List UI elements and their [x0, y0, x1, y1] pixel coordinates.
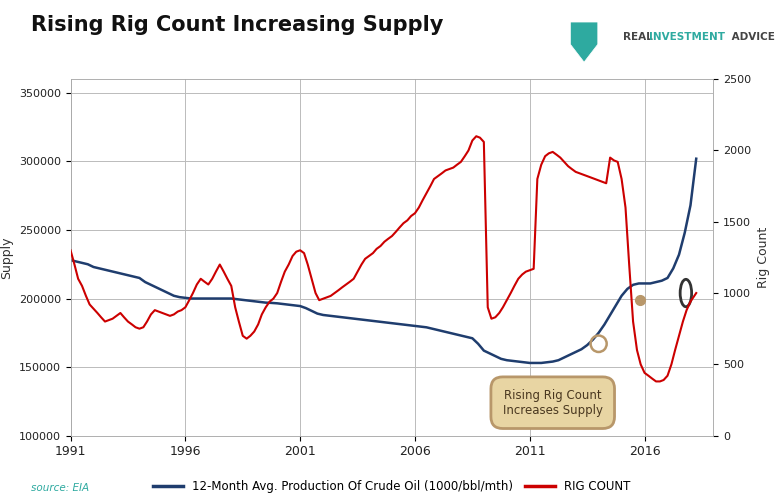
Text: source: EIA: source: EIA	[31, 483, 89, 493]
Text: ⋯: ⋯	[579, 36, 590, 46]
Text: Rising Rig Count
Increases Supply: Rising Rig Count Increases Supply	[503, 389, 603, 417]
Text: ADVICE: ADVICE	[728, 32, 775, 42]
Text: INVESTMENT: INVESTMENT	[649, 32, 725, 42]
Text: Rising Rig Count Increasing Supply: Rising Rig Count Increasing Supply	[31, 15, 444, 35]
Y-axis label: Rig Count: Rig Count	[757, 227, 770, 288]
Legend: 12-Month Avg. Production Of Crude Oil (1000/bbl/mth), RIG COUNT: 12-Month Avg. Production Of Crude Oil (1…	[149, 475, 635, 495]
Polygon shape	[570, 22, 598, 62]
Y-axis label: Supply: Supply	[0, 236, 13, 279]
Text: REAL: REAL	[623, 32, 657, 42]
